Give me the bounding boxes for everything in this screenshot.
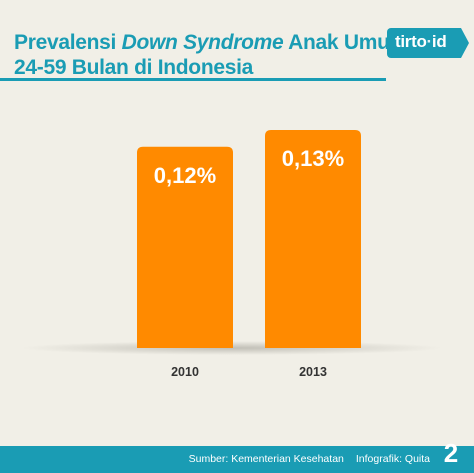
title-underline bbox=[0, 78, 386, 81]
logo-suffix: id bbox=[431, 32, 447, 51]
title-line-2: 24-59 Bulan di Indonesia bbox=[14, 56, 254, 79]
title-part-1: Prevalensi bbox=[14, 31, 122, 54]
bars-group: 0,12% 2010 0,13% 2013 bbox=[137, 130, 361, 379]
value-label-2013: 0,13% bbox=[282, 146, 344, 171]
title-italic: Down Syndrome bbox=[121, 31, 284, 54]
footer-bar: Sumber: Kementerian Kesehatan Infografik:… bbox=[0, 446, 474, 473]
bar-2010 bbox=[137, 146, 233, 348]
page-number: 2 bbox=[443, 438, 459, 468]
value-label-2010: 0,12% bbox=[154, 163, 216, 188]
logo-text: tirto·id bbox=[395, 32, 447, 52]
bar-chart: 0,12% 2010 0,13% 2013 bbox=[22, 130, 442, 379]
category-label-2013: 2013 bbox=[299, 365, 327, 379]
infographic-credit: Infografik: Quita bbox=[355, 453, 430, 465]
source-credit: Sumber: Kementerian Kesehatan bbox=[188, 453, 344, 465]
bar-2013 bbox=[265, 130, 361, 348]
logo-dot: · bbox=[426, 32, 433, 51]
title-line-1: Prevalensi Down Syndrome Anak Umur bbox=[14, 30, 398, 55]
category-label-2010: 2010 bbox=[171, 365, 199, 379]
chart-title: Prevalensi Down Syndrome Anak Umur 24-59… bbox=[14, 30, 398, 80]
tirto-logo: tirto·id bbox=[387, 28, 469, 58]
logo-word: tirto bbox=[395, 32, 427, 51]
footer-text: Sumber: Kementerian Kesehatan Infografik:… bbox=[189, 453, 430, 465]
title-part-2: Anak Umur bbox=[283, 31, 398, 54]
